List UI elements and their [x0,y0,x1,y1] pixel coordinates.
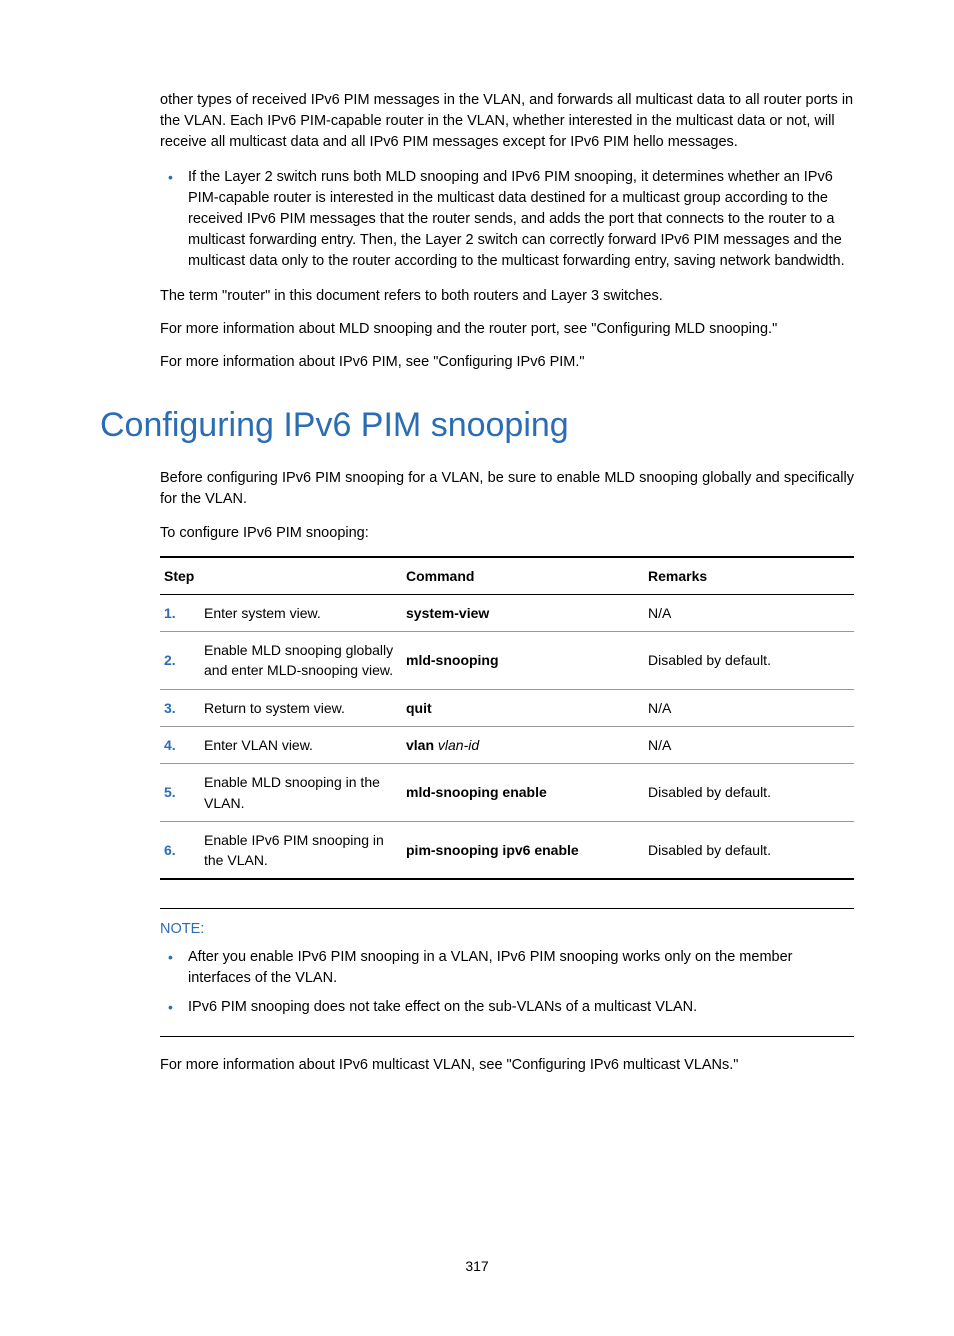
intro-bullet-text: If the Layer 2 switch runs both MLD snoo… [188,169,845,269]
section-lead2: To configure IPv6 PIM snooping: [160,523,854,544]
intro-p2: For more information about MLD snooping … [160,319,854,340]
intro-bullet-item: If the Layer 2 switch runs both MLD snoo… [160,167,854,272]
table-row: 4. Enter VLAN view. vlan vlan-id N/A [160,727,854,764]
row-command: vlan vlan-id [402,727,644,764]
intro-p3: For more information about IPv6 PIM, see… [160,352,854,373]
row-command: mld-snooping enable [402,764,644,822]
th-remarks: Remarks [644,557,854,595]
note-bullets: After you enable IPv6 PIM snooping in a … [160,947,854,1018]
row-num: 2. [160,632,200,690]
table-header-row: Step Command Remarks [160,557,854,595]
row-step: Enable MLD snooping globally and enter M… [200,632,402,690]
table-row: 1. Enter system view. system-view N/A [160,594,854,631]
section-heading: Configuring IPv6 PIM snooping [100,401,854,450]
row-step: Enable IPv6 PIM snooping in the VLAN. [200,821,402,879]
th-command: Command [402,557,644,595]
section-lead: Before configuring IPv6 PIM snooping for… [160,468,854,510]
row-num: 3. [160,689,200,726]
row-step: Return to system view. [200,689,402,726]
row-remarks: Disabled by default. [644,764,854,822]
row-num: 1. [160,594,200,631]
row-step: Enter VLAN view. [200,727,402,764]
closing-para: For more information about IPv6 multicas… [160,1055,854,1076]
intro-continuation: other types of received IPv6 PIM message… [160,92,853,150]
row-num: 6. [160,821,200,879]
note-bullet: After you enable IPv6 PIM snooping in a … [160,947,854,989]
intro-bullets: other types of received IPv6 PIM message… [132,90,854,153]
row-remarks: Disabled by default. [644,632,854,690]
th-step: Step [160,557,402,595]
note-bullet: IPv6 PIM snooping does not take effect o… [160,997,854,1018]
row-command: system-view [402,594,644,631]
table-row: 3. Return to system view. quit N/A [160,689,854,726]
note-label: NOTE: [160,919,854,940]
note-box: NOTE: After you enable IPv6 PIM snooping… [160,908,854,1036]
row-num: 4. [160,727,200,764]
row-command: mld-snooping [402,632,644,690]
table-row: 2. Enable MLD snooping globally and ente… [160,632,854,690]
intro-p1: The term "router" in this document refer… [160,286,854,307]
row-step: Enter system view. [200,594,402,631]
row-step: Enable MLD snooping in the VLAN. [200,764,402,822]
row-command: pim-snooping ipv6 enable [402,821,644,879]
table-row: 6. Enable IPv6 PIM snooping in the VLAN.… [160,821,854,879]
row-remarks: N/A [644,689,854,726]
row-remarks: Disabled by default. [644,821,854,879]
row-num: 5. [160,764,200,822]
config-steps-table: Step Command Remarks 1. Enter system vie… [160,556,854,881]
intro-bullets-2: If the Layer 2 switch runs both MLD snoo… [160,167,854,272]
row-remarks: N/A [644,594,854,631]
table-row: 5. Enable MLD snooping in the VLAN. mld-… [160,764,854,822]
page-number: 317 [100,1256,854,1276]
row-remarks: N/A [644,727,854,764]
row-command: quit [402,689,644,726]
